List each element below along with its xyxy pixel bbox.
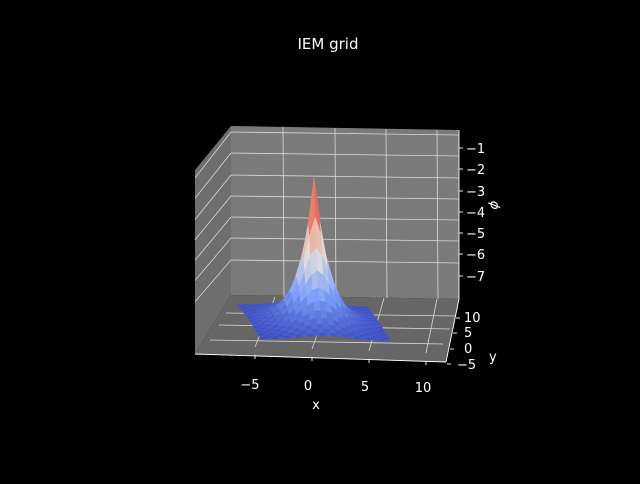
- y-tick-label: 5: [464, 326, 472, 341]
- x-tick-label: 0: [304, 379, 312, 394]
- z-tick-label: −4: [466, 206, 485, 221]
- surface-facet: [384, 339, 391, 341]
- y-tick-label: 10: [464, 311, 481, 326]
- z-tick-label: −6: [466, 248, 485, 263]
- chart-title: IEM grid: [298, 35, 359, 53]
- z-axis-label: ϕ: [486, 199, 502, 210]
- y-axis-label: y: [489, 350, 497, 365]
- x-axis-label: x: [312, 398, 320, 413]
- x-tick-label: 5: [361, 380, 369, 395]
- z-tick-label: −5: [466, 227, 485, 242]
- z-tick-label: −7: [466, 270, 485, 285]
- x-tick-label: 10: [415, 381, 432, 396]
- y-tick-label: 0: [464, 342, 472, 357]
- z-tick-label: −3: [466, 185, 485, 200]
- back-pane: [231, 126, 459, 299]
- z-tick-label: −2: [466, 163, 485, 178]
- y-tick-label: −5: [457, 358, 476, 373]
- z-tick-label: −1: [466, 142, 485, 157]
- x-tick-label: −5: [240, 378, 259, 393]
